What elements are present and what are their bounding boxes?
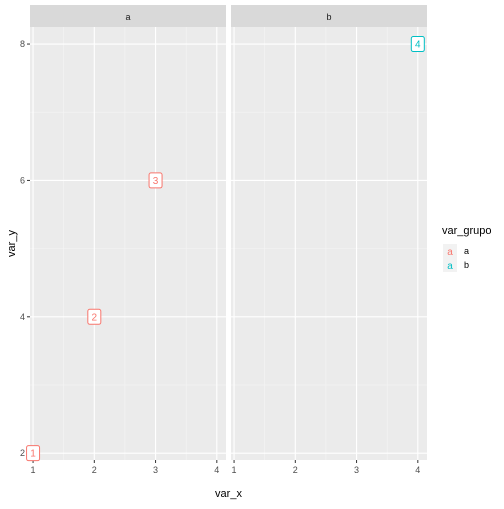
x-tick-label: 4: [415, 465, 420, 475]
point-labels: 1 2 3 4: [26, 36, 425, 462]
x-tick-label: 4: [214, 465, 219, 475]
y-tick-label: 4: [20, 312, 25, 322]
point-label-box: [148, 172, 163, 189]
facet-strip-a: [30, 5, 226, 27]
legend-key-glyph: a: [447, 261, 453, 272]
legend-label: a: [464, 246, 469, 256]
panel-background-b: [231, 27, 427, 460]
point-label-box: [26, 445, 41, 462]
facet-strip-label: a: [125, 12, 130, 22]
legend-key: [443, 258, 457, 272]
point-label: 3: [153, 176, 159, 187]
x-tick-label: 3: [153, 465, 158, 475]
facet-strip-label: b: [326, 12, 331, 22]
y-tick-label: 8: [20, 39, 25, 49]
x-tick-label: 2: [293, 465, 298, 475]
x-axis-title: var_x: [215, 488, 242, 500]
x-tick-label: 1: [232, 465, 237, 475]
point-label: 1: [30, 449, 36, 460]
x-tick-label: 2: [92, 465, 97, 475]
y-axis-title: var_y: [6, 230, 18, 257]
x-tick-label: 3: [354, 465, 359, 475]
facet-strip-b: [231, 5, 427, 27]
point-label-box: [410, 36, 425, 53]
point-label: 4: [415, 40, 421, 51]
y-tick-label: 2: [20, 448, 25, 458]
y-tick-label: 6: [20, 175, 25, 185]
legend-label: b: [464, 260, 469, 270]
panel-background-a: [30, 27, 226, 460]
legend-key-glyph: a: [447, 247, 453, 258]
point-label-box: [87, 308, 102, 325]
x-tick-label: 1: [31, 465, 36, 475]
legend-title: var_grupo: [442, 225, 492, 237]
point-label: 2: [92, 312, 98, 323]
legend-key: [443, 244, 457, 258]
